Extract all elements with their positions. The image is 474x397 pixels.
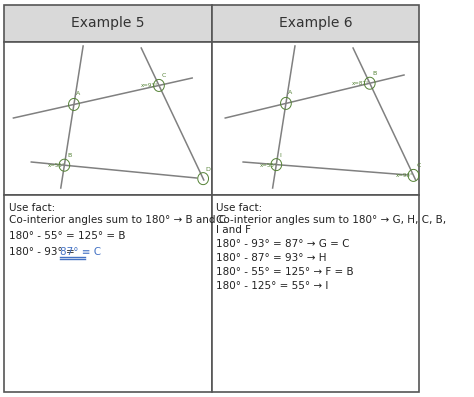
Text: Example 6: Example 6	[279, 17, 352, 31]
Bar	[4, 42, 212, 195]
Text: Co-interior angles sum to 180° → G, H, C, B,: Co-interior angles sum to 180° → G, H, C…	[216, 215, 447, 225]
Text: x=93°: x=93°	[396, 173, 413, 178]
Text: x=93°: x=93°	[141, 83, 159, 89]
Text: C: C	[416, 164, 420, 168]
Text: A: A	[76, 91, 80, 96]
Text: I: I	[279, 152, 281, 158]
Text: 180° - 55° = 125° → F = B: 180° - 55° = 125° → F = B	[216, 267, 354, 277]
Text: D: D	[206, 167, 211, 172]
Text: x=55°: x=55°	[260, 163, 278, 168]
Text: B: B	[373, 71, 377, 76]
Text: A: A	[288, 91, 292, 95]
Text: 180° - 55° = 125° = B: 180° - 55° = 125° = B	[9, 231, 126, 241]
Text: 180° - 87° = 93° → H: 180° - 87° = 93° → H	[216, 253, 327, 263]
Text: 180° - 93° =: 180° - 93° =	[9, 247, 78, 257]
Text: 87° ≡ C: 87° ≡ C	[60, 247, 101, 257]
Text: I and F: I and F	[216, 225, 251, 235]
Text: 180° - 125° = 55° → I: 180° - 125° = 55° → I	[216, 281, 328, 291]
Text: C: C	[162, 73, 166, 79]
Bar	[212, 195, 419, 392]
Text: Use fact:: Use fact:	[216, 203, 263, 213]
Bar	[212, 5, 419, 42]
Text: x=87°: x=87°	[352, 81, 370, 86]
Text: B: B	[67, 153, 71, 158]
Text: Use fact:: Use fact:	[9, 203, 55, 213]
Text: Co-interior angles sum to 180° → B and C: Co-interior angles sum to 180° → B and C	[9, 215, 226, 225]
Text: x=55°: x=55°	[48, 163, 66, 168]
Bar	[4, 5, 212, 42]
Bar	[212, 42, 419, 195]
Bar	[4, 195, 212, 392]
Text: 180° - 93° = 87° → G = C: 180° - 93° = 87° → G = C	[216, 239, 350, 249]
Text: Example 5: Example 5	[72, 17, 145, 31]
